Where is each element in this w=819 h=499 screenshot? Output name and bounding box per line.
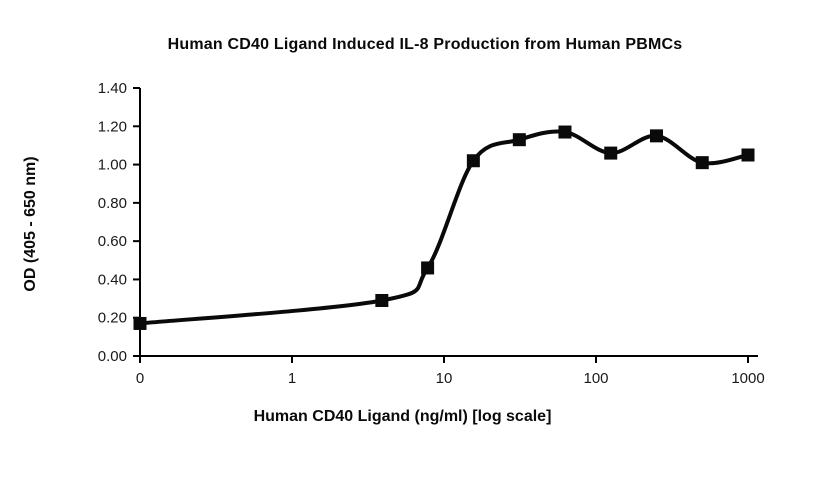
data-point-marker [558,125,572,139]
x-axis-title: Human CD40 Ligand (ng/ml) [log scale] [253,408,552,425]
data-point-marker [741,148,755,162]
series-line [138,129,750,326]
y-tick-label: 1.40 [98,80,127,97]
y-tick-label: 0.60 [98,233,127,250]
x-tick-label: 1000 [731,370,764,387]
y-tick-label: 1.00 [98,157,127,174]
data-point-marker [133,316,147,330]
data-point-marker [512,133,526,147]
x-tick-label: 100 [583,370,608,387]
data-point-marker [421,261,435,275]
y-tick-label: 0.80 [98,195,127,212]
data-point-marker [375,293,389,307]
data-point-marker [649,129,663,143]
data-point-marker [466,154,480,168]
y-tick-label: 1.20 [98,118,127,135]
x-tick-label: 0 [136,370,144,387]
x-tick-label: 1 [288,370,296,387]
y-tick-label: 0.40 [98,271,127,288]
x-tick-label: 10 [436,370,453,387]
y-tick-label: 0.20 [98,310,127,327]
y-tick-label: 0.00 [98,348,127,365]
chart-title: Human CD40 Ligand Induced IL-8 Productio… [167,36,683,53]
data-point-marker [695,156,709,170]
data-point-marker [604,146,618,160]
